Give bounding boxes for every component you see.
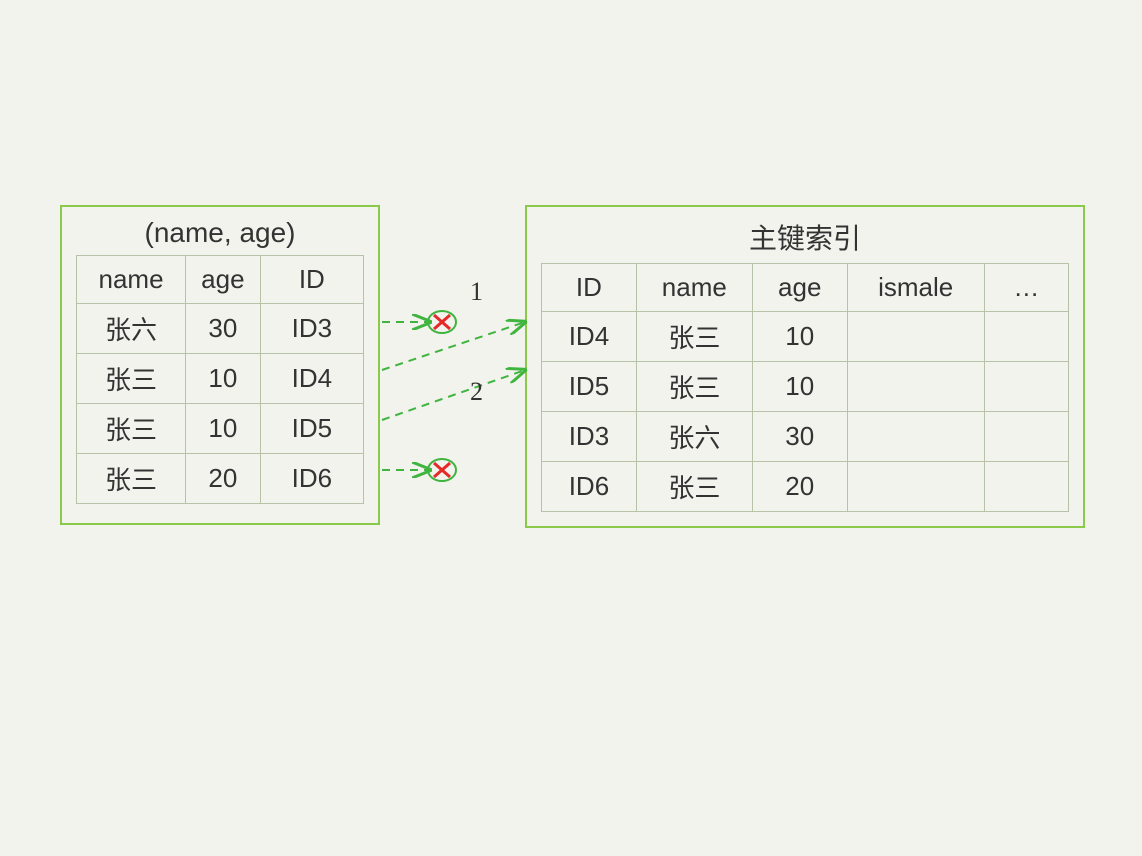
table-row: 张六30ID3 [77,304,364,354]
arrow-label: 2 [470,377,483,406]
table-cell: 张三 [77,354,186,404]
table-cell: 张三 [77,404,186,454]
reject-icon [428,459,456,481]
table-cell: 30 [752,412,847,462]
table-cell: ID6 [260,454,363,504]
lookup-arrow [382,322,525,370]
table-cell: 张三 [636,462,752,512]
table-cell: 10 [752,362,847,412]
table-cell [984,462,1068,512]
table-cell: 张三 [636,362,752,412]
table-cell: 20 [186,454,261,504]
diagram-stage: (name, age) nameageID 张六30ID3张三10ID4张三10… [0,0,1142,856]
table-cell [984,362,1068,412]
table-cell: 30 [186,304,261,354]
column-header: … [984,264,1068,312]
table-cell: ID3 [260,304,363,354]
column-header: ID [260,256,363,304]
column-header: name [636,264,752,312]
table-row: ID3张六30 [542,412,1069,462]
lookup-arrow [382,370,525,420]
primary-index-table: IDnameageismale… ID4张三10ID5张三10ID3张六30ID… [541,263,1069,512]
table-cell: ID6 [542,462,637,512]
table-cell: 张三 [77,454,186,504]
table-cell: ID5 [260,404,363,454]
table-cell: ID3 [542,412,637,462]
primary-index-box: 主键索引 IDnameageismale… ID4张三10ID5张三10ID3张… [525,205,1085,528]
primary-index-title: 主键索引 [541,217,1069,257]
column-header: age [186,256,261,304]
table-cell [847,462,984,512]
table-cell: 张六 [636,412,752,462]
table-cell: 10 [752,312,847,362]
table-cell: 张六 [77,304,186,354]
table-row: 张三10ID5 [77,404,364,454]
secondary-index-table: nameageID 张六30ID3张三10ID4张三10ID5张三20ID6 [76,255,364,504]
table-row: ID6张三20 [542,462,1069,512]
secondary-index-box: (name, age) nameageID 张六30ID3张三10ID4张三10… [60,205,380,525]
column-header: ismale [847,264,984,312]
table-cell [847,362,984,412]
table-cell [984,312,1068,362]
table-cell: ID4 [542,312,637,362]
table-row: 张三20ID6 [77,454,364,504]
table-cell: 10 [186,354,261,404]
table-cell [847,412,984,462]
table-row: 张三10ID4 [77,354,364,404]
table-cell [847,312,984,362]
column-header: ID [542,264,637,312]
arrow-label: 1 [470,277,483,306]
table-cell: ID5 [542,362,637,412]
column-header: name [77,256,186,304]
table-cell: 20 [752,462,847,512]
reject-icon [428,311,456,333]
table-cell [984,412,1068,462]
table-row: ID5张三10 [542,362,1069,412]
table-cell: ID4 [260,354,363,404]
table-row: ID4张三10 [542,312,1069,362]
table-cell: 10 [186,404,261,454]
secondary-index-title: (name, age) [76,217,364,249]
table-cell: 张三 [636,312,752,362]
column-header: age [752,264,847,312]
